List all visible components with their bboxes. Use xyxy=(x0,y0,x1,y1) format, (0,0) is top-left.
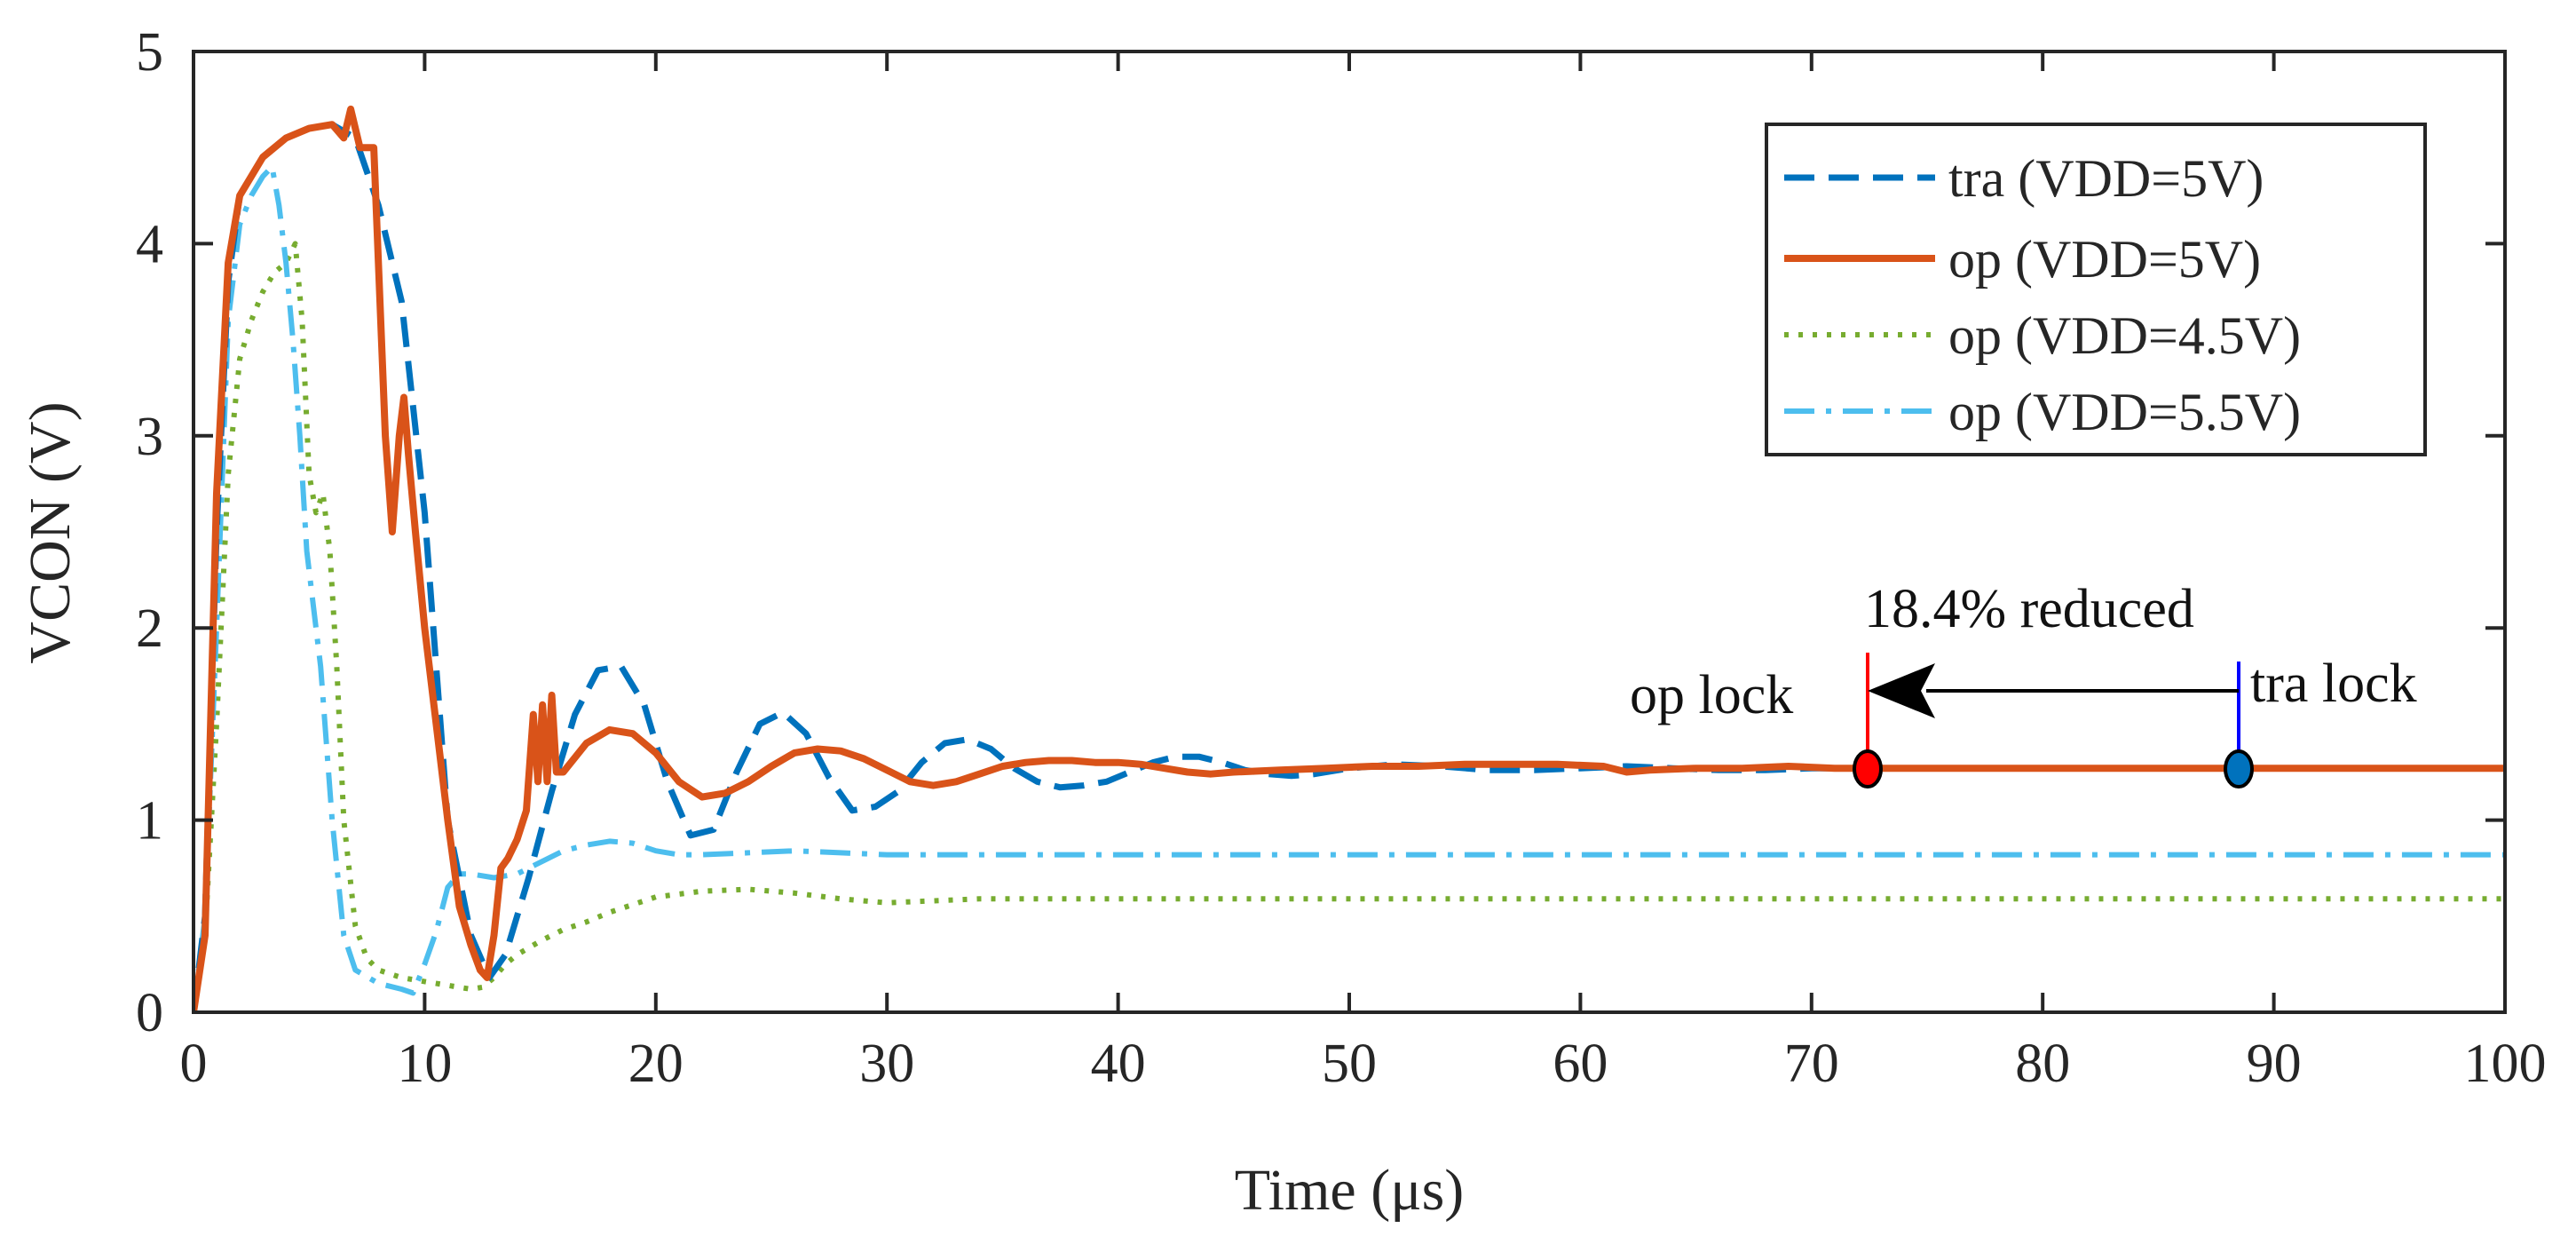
series-layer xyxy=(194,105,2505,1012)
series-line-2 xyxy=(194,241,2505,1012)
legend-label-op-5v: op (VDD=5V) xyxy=(1948,230,2261,289)
lock-annotation: 18.4% reduced op lock tra lock xyxy=(1630,579,2417,788)
op-lock-label: op lock xyxy=(1630,665,1793,725)
legend-label-tra-5v: tra (VDD=5V) xyxy=(1948,149,2264,208)
legend-label-op-4-5v: op (VDD=4.5V) xyxy=(1948,306,2301,365)
x-tick-label: 0 xyxy=(180,1034,208,1094)
y-tick-label: 2 xyxy=(136,598,163,659)
x-tick-label: 40 xyxy=(1091,1034,1146,1094)
x-tick-label: 60 xyxy=(1553,1034,1608,1094)
tra-lock-label: tra lock xyxy=(2250,654,2417,714)
legend-label-op-5-5v: op (VDD=5.5V) xyxy=(1948,383,2301,441)
x-tick-label: 30 xyxy=(859,1034,914,1094)
y-tick-label: 1 xyxy=(136,791,163,852)
y-tick-label: 4 xyxy=(136,214,163,274)
x-tick-label: 10 xyxy=(397,1034,452,1094)
x-tick-label: 20 xyxy=(628,1034,684,1094)
ticks-layer: 0 10 20 30 40 50 60 70 80 90 100 0 1 2 3 4 5 xyxy=(136,22,2547,1094)
op-lock-marker xyxy=(1853,749,1883,788)
series-line-1 xyxy=(194,105,2505,1012)
x-tick-label: 100 xyxy=(2464,1034,2547,1094)
series-line-0 xyxy=(194,121,2240,1012)
series-line-3 xyxy=(194,163,2505,1012)
y-tick-label: 3 xyxy=(136,407,163,467)
legend: tra (VDD=5V) op (VDD=5V) op (VDD=4.5V) o… xyxy=(1765,123,2427,456)
tra-lock-marker xyxy=(2224,749,2254,788)
reduction-arrow-head xyxy=(1868,663,1935,718)
y-tick-label: 5 xyxy=(136,22,163,83)
x-tick-label: 80 xyxy=(2015,1034,2070,1094)
y-tick-label: 0 xyxy=(136,983,163,1043)
y-axis-label: VCON (V) xyxy=(18,401,83,663)
x-tick-label: 90 xyxy=(2247,1034,2302,1094)
x-tick-label: 50 xyxy=(1322,1034,1377,1094)
x-axis-label: Time (μs) xyxy=(1235,1158,1465,1223)
x-tick-label: 70 xyxy=(1784,1034,1839,1094)
reduction-label: 18.4% reduced xyxy=(1864,579,2194,639)
